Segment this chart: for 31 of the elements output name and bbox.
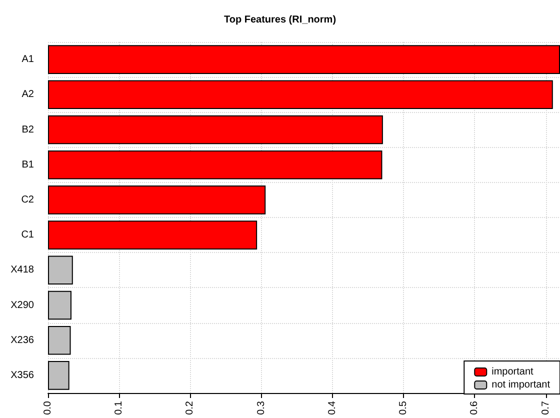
y-tick-label: X236 [10, 334, 34, 346]
bar [48, 326, 71, 355]
bar [48, 45, 560, 74]
y-tick-label: A1 [22, 54, 34, 66]
x-tick-label: 0.4 [326, 400, 338, 415]
bar [48, 220, 258, 250]
chart-title: Top Features (RI_norm) [224, 14, 336, 26]
y-tick-label: X290 [10, 300, 34, 311]
x-tick-label: 0.3 [256, 400, 267, 415]
bar [48, 80, 553, 110]
x-tick-label: 0.5 [398, 400, 410, 415]
y-tick-label: B1 [22, 159, 34, 170]
bar [48, 150, 382, 180]
bar [48, 186, 266, 214]
y-tick-label: C2 [21, 194, 34, 206]
legend-label: important [492, 366, 534, 378]
legend-label: not important [492, 380, 550, 390]
x-tick-label: 0.6 [469, 400, 480, 415]
bar [48, 361, 70, 390]
x-tick-label: 0.0 [42, 400, 54, 415]
x-tick-label: 0.7 [540, 400, 552, 415]
bar [48, 256, 73, 285]
y-tick-label: B2 [22, 124, 34, 136]
x-tick-label: 0.2 [184, 400, 196, 415]
y-tick-label: C1 [21, 230, 34, 241]
bar [48, 115, 383, 144]
x-tick-label: 0.1 [114, 400, 125, 415]
bar [48, 290, 72, 320]
y-tick-label: X356 [10, 370, 34, 381]
y-tick-label: A2 [22, 89, 34, 100]
y-tick-label: X418 [10, 264, 34, 276]
